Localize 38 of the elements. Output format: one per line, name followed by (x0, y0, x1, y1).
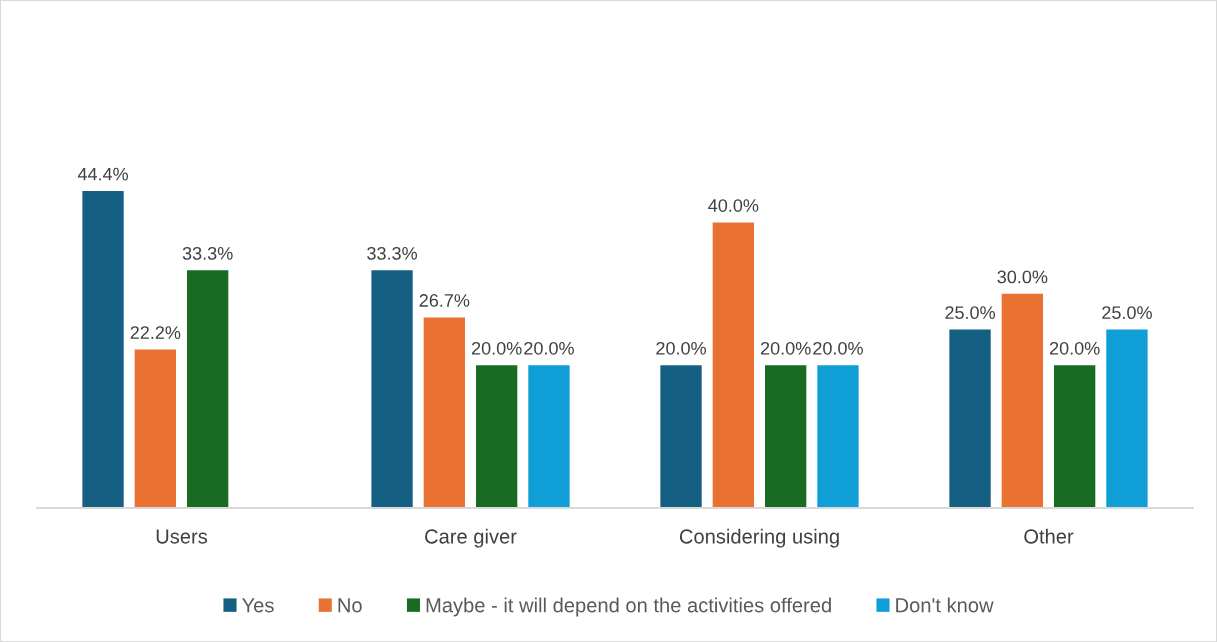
bar (423, 317, 466, 508)
bar (1106, 329, 1148, 508)
bar (712, 222, 755, 508)
x-tick-label: Care giver (425, 528, 517, 548)
bar (371, 270, 413, 508)
bar (528, 365, 570, 508)
data-label: 33.3% (367, 246, 417, 260)
data-label: 40.0% (708, 199, 759, 212)
data-label: 20.0% (524, 341, 574, 355)
data-label: 20.0% (471, 341, 522, 355)
bar (82, 191, 124, 508)
data-label: 25.0% (945, 306, 995, 320)
bar (764, 365, 807, 508)
data-label: 20.0% (656, 341, 706, 355)
bar (949, 329, 991, 508)
bar (1001, 293, 1043, 508)
data-label: 44.4% (77, 167, 128, 181)
x-tick-label: Other (1024, 528, 1074, 544)
data-label: 20.0% (813, 341, 863, 355)
bar (187, 270, 229, 508)
x-tick-label: Considering using (679, 528, 839, 548)
data-label: 26.7% (419, 294, 470, 307)
data-label: 22.2% (130, 326, 181, 339)
x-tick-label: Users (156, 529, 208, 544)
data-label: 30.0% (997, 270, 1048, 284)
data-label: 20.0% (1049, 341, 1100, 355)
legend-label: Yes (242, 598, 274, 613)
bar (134, 349, 177, 508)
data-label: 20.0% (760, 341, 811, 355)
bar (817, 365, 859, 508)
bar (475, 365, 518, 508)
bar (660, 365, 702, 508)
bar (1053, 365, 1096, 508)
legend-label: No (338, 598, 362, 613)
legend-label: Don't know (896, 597, 994, 613)
legend-label: Maybe - it will depend on the activities offered (426, 597, 831, 617)
data-label: 25.0% (1102, 306, 1152, 320)
data-label: 33.3% (182, 246, 233, 260)
